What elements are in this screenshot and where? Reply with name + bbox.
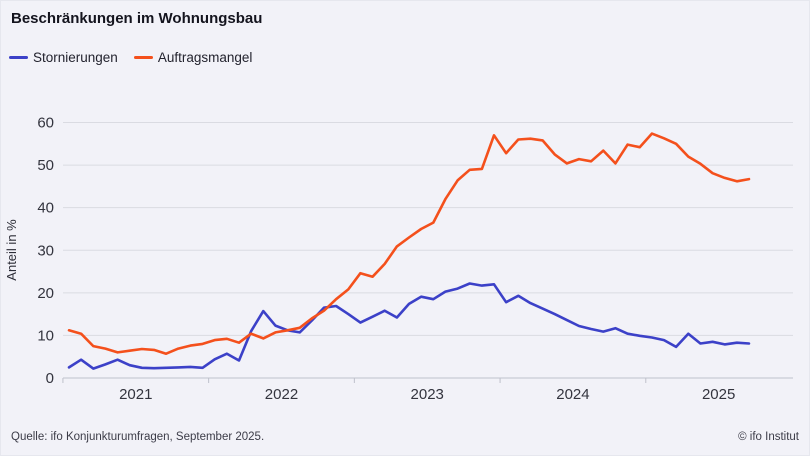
footer: Quelle: ifo Konjunkturumfragen, Septembe… (1, 419, 809, 455)
y-tick-label: 0 (46, 370, 54, 387)
y-tick-label: 20 (37, 285, 54, 302)
y-tick-label: 10 (37, 327, 54, 344)
y-tick-label: 50 (37, 157, 54, 174)
legend-label-auftragsmangel: Auftragsmangel (157, 50, 253, 65)
y-axis-title: Anteil in % (4, 219, 19, 281)
legend-item-stornierungen: Stornierungen (9, 50, 118, 65)
legend: Stornierungen Auftragsmangel (9, 50, 252, 65)
y-tick-label: 60 (37, 115, 54, 132)
copyright-note: © ifo Institut (738, 431, 799, 443)
series-line-auftragsmangel (67, 132, 751, 356)
y-tick-label: 40 (37, 200, 54, 217)
x-year-label: 2021 (119, 386, 152, 403)
x-year-label: 2025 (702, 386, 735, 403)
legend-item-auftragsmangel: Auftragsmangel (133, 50, 253, 65)
chart-title: Beschränkungen im Wohnungsbau (11, 10, 263, 27)
source-note: Quelle: ifo Konjunkturumfragen, Septembe… (11, 431, 265, 443)
y-tick-label: 30 (37, 242, 54, 259)
series-line-stornierungen (67, 282, 751, 370)
x-year-label: 2023 (411, 386, 444, 403)
legend-label-stornierungen: Stornierungen (33, 50, 118, 65)
auftragsmangel-line-swatch-icon (133, 56, 153, 59)
x-year-label: 2022 (265, 386, 298, 403)
line-chart: 0 10 20 30 40 50 60 2021 2022 2023 2024 2025 Anteil … (4, 115, 793, 403)
stornierungen-line-swatch-icon (9, 56, 28, 59)
x-year-label: 2024 (556, 386, 589, 403)
